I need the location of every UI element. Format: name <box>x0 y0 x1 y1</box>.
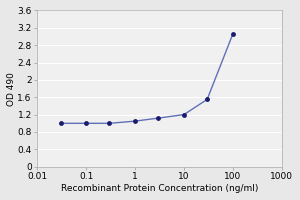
X-axis label: Recombinant Protein Concentration (ng/ml): Recombinant Protein Concentration (ng/ml… <box>61 184 258 193</box>
Point <box>58 122 63 125</box>
Point <box>133 120 137 123</box>
Y-axis label: OD 490: OD 490 <box>7 72 16 106</box>
Point <box>182 113 186 116</box>
Point <box>107 122 112 125</box>
Point <box>84 122 88 125</box>
Point <box>205 98 210 101</box>
Point <box>156 117 161 120</box>
Point <box>230 33 235 36</box>
